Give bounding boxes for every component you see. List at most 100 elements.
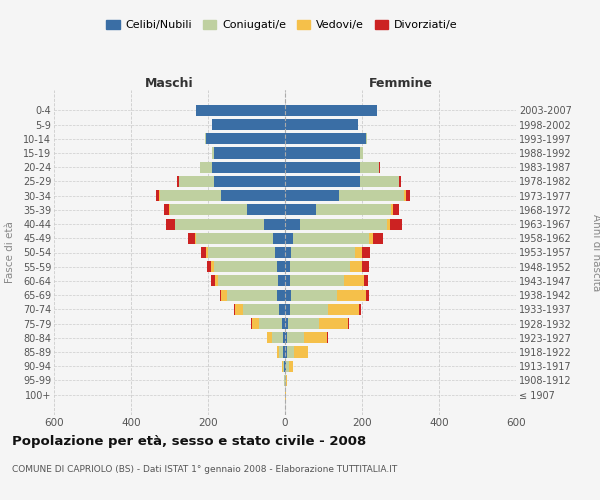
Bar	[218, 276, 278, 286]
Bar	[286, 375, 287, 386]
Bar	[406, 190, 410, 201]
Bar	[399, 176, 401, 187]
Text: COMUNE DI CAPRIOLO (BS) - Dati ISTAT 1° gennaio 2008 - Elaborazione TUTTITALIA.I: COMUNE DI CAPRIOLO (BS) - Dati ISTAT 1° …	[12, 465, 397, 474]
Bar	[287, 332, 304, 344]
Bar	[278, 276, 285, 286]
Bar	[277, 346, 279, 358]
Bar	[235, 304, 242, 315]
Bar	[212, 119, 285, 130]
Bar	[227, 290, 277, 300]
Bar	[200, 162, 212, 172]
Bar	[291, 290, 337, 300]
Bar	[291, 247, 355, 258]
Bar	[279, 346, 283, 358]
Y-axis label: Fasce di età: Fasce di età	[5, 222, 14, 284]
Bar	[267, 332, 272, 344]
Bar	[214, 261, 277, 272]
Bar	[289, 360, 293, 372]
Bar	[337, 290, 366, 300]
Bar	[285, 304, 290, 315]
Bar	[170, 204, 247, 216]
Bar	[206, 247, 208, 258]
Bar	[348, 318, 349, 329]
Bar	[207, 261, 211, 272]
Bar	[285, 247, 291, 258]
Bar	[208, 247, 275, 258]
Bar	[360, 148, 363, 158]
Bar	[390, 218, 401, 230]
Bar	[360, 162, 379, 172]
Bar	[164, 204, 169, 216]
Bar	[188, 232, 195, 244]
Bar	[359, 304, 361, 315]
Bar	[259, 318, 282, 329]
Bar	[285, 133, 366, 144]
Bar	[214, 176, 285, 187]
Bar	[362, 261, 368, 272]
Bar	[285, 105, 377, 116]
Bar	[277, 290, 285, 300]
Bar	[211, 276, 215, 286]
Bar	[285, 204, 316, 216]
Bar	[285, 360, 286, 372]
Bar	[339, 190, 404, 201]
Bar	[220, 290, 221, 300]
Text: Maschi: Maschi	[145, 77, 194, 90]
Bar	[316, 204, 391, 216]
Bar	[368, 232, 373, 244]
Bar	[214, 148, 285, 158]
Bar	[391, 204, 393, 216]
Bar	[285, 232, 293, 244]
Bar	[177, 176, 179, 187]
Bar	[344, 276, 364, 286]
Bar	[234, 304, 235, 315]
Bar	[319, 318, 348, 329]
Text: Femmine: Femmine	[368, 77, 433, 90]
Bar	[288, 318, 319, 329]
Bar	[274, 232, 285, 244]
Bar	[285, 190, 339, 201]
Bar	[287, 346, 294, 358]
Bar	[285, 218, 301, 230]
Bar	[301, 218, 387, 230]
Bar	[290, 261, 350, 272]
Bar	[404, 190, 406, 201]
Bar	[355, 247, 362, 258]
Bar	[285, 332, 287, 344]
Bar	[275, 247, 285, 258]
Bar	[179, 176, 214, 187]
Y-axis label: Anni di nascita: Anni di nascita	[591, 214, 600, 291]
Legend: Celibi/Nubili, Coniugati/e, Vedovi/e, Divorziati/e: Celibi/Nubili, Coniugati/e, Vedovi/e, Di…	[102, 16, 462, 35]
Bar	[282, 360, 283, 372]
Bar	[212, 148, 214, 158]
Bar	[160, 190, 221, 201]
Bar	[285, 119, 358, 130]
Bar	[283, 360, 284, 372]
Bar	[200, 247, 206, 258]
Bar	[196, 105, 285, 116]
Bar	[285, 290, 291, 300]
Bar	[362, 247, 370, 258]
Bar	[175, 218, 264, 230]
Bar	[294, 346, 308, 358]
Bar	[328, 304, 359, 315]
Bar	[155, 190, 160, 201]
Bar	[264, 218, 285, 230]
Bar	[286, 360, 289, 372]
Bar	[279, 304, 285, 315]
Bar	[211, 261, 214, 272]
Bar	[285, 318, 288, 329]
Bar	[247, 204, 285, 216]
Bar	[283, 332, 285, 344]
Bar	[272, 332, 283, 344]
Bar	[196, 232, 274, 244]
Text: Popolazione per età, sesso e stato civile - 2008: Popolazione per età, sesso e stato civil…	[12, 435, 366, 448]
Bar	[212, 162, 285, 172]
Bar	[360, 176, 398, 187]
Bar	[277, 261, 285, 272]
Bar	[285, 276, 290, 286]
Bar	[166, 218, 175, 230]
Bar	[350, 261, 362, 272]
Bar	[284, 360, 285, 372]
Bar	[387, 218, 390, 230]
